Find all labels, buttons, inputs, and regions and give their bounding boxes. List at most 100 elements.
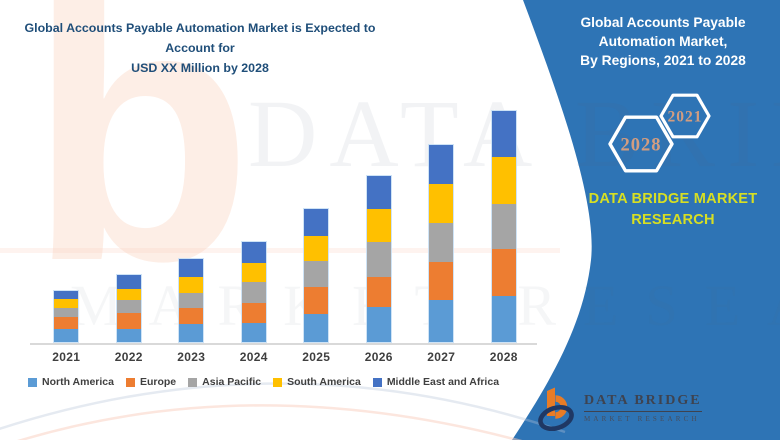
panel-title-line1: Global Accounts Payable [580,15,746,30]
x-axis-label-2025: 2025 [302,350,331,364]
stacked-bar-2023 [178,258,205,343]
segment-2026-middle-east-and-africa [366,176,391,209]
panel-title: Global Accounts Payable Automation Marke… [548,13,778,70]
x-axis-label-2028: 2028 [489,350,518,364]
segment-2025-asia-pacific [304,261,329,287]
main-title-line2: USD XX Million by 2028 [131,61,269,75]
segment-2026-europe [366,277,391,307]
brand-name-line2: RESEARCH [631,212,715,228]
stacked-bar-2028 [490,110,517,343]
legend-item-asia-pacific: Asia Pacific [188,376,261,388]
hexagon-2021-outline [659,93,711,139]
segment-2027-middle-east-and-africa [429,145,454,184]
segment-2021-middle-east-and-africa [54,291,79,299]
segment-2027-north-america [429,300,454,342]
logo-subtitle: MARKET RESEARCH [584,415,700,423]
x-axis-line [30,343,537,345]
legend-item-europe: Europe [125,376,177,388]
legend-label: Middle East and Africa [386,376,500,388]
segment-2025-north-america [304,314,329,342]
segment-2025-middle-east-and-africa [304,209,329,236]
brand-name-line1: DATA BRIDGE MARKET [588,191,758,207]
x-axis-label-2027: 2027 [427,350,456,364]
bar-slot-2025 [285,111,348,343]
main-title-line1: Global Accounts Payable Automation Marke… [24,21,376,55]
legend-label: North America [42,376,114,388]
x-axis-label-2024: 2024 [239,350,268,364]
segment-2022-south-america [116,289,141,300]
hexagon-2021-label: 2021 [668,109,703,126]
hexagon-2028-label: 2028 [621,136,662,156]
segment-2025-europe [304,287,329,314]
x-axis-label-2021: 2021 [52,350,81,364]
stacked-bar-2027 [428,144,455,343]
logo-text: DATA BRIDGE MARKET RESEARCH [584,393,702,423]
segment-2021-europe [54,317,79,329]
segment-2028-south-america [491,157,516,204]
year-hexagons: 2028 2021 [608,93,711,173]
main-title: Global Accounts Payable Automation Marke… [2,18,398,78]
segment-2026-asia-pacific [366,242,391,277]
bar-slot-2027 [410,111,473,343]
bar-slot-2028 [473,110,536,343]
dbmr-logo-icon [538,387,574,432]
legend-item-middle-east-and-africa: Middle East and Africa [372,376,500,388]
legend-item-north-america: North America [28,376,114,388]
segment-2023-north-america [179,324,204,342]
bar-slot-2024 [223,111,286,343]
x-axis-label-2023: 2023 [177,350,206,364]
legend-marker [125,377,135,387]
bar-slot-2022 [98,111,161,343]
segment-2024-asia-pacific [241,282,266,303]
segment-2026-north-america [366,307,391,342]
dbmr-logo: DATA BRIDGE MARKET RESEARCH [538,384,738,434]
segment-2026-south-america [366,209,391,242]
legend-label: Europe [139,376,177,388]
panel-title-line2: Automation Market, [598,34,728,49]
segment-2027-south-america [429,184,454,223]
segment-2024-europe [241,303,266,323]
bar-slot-2023 [160,111,223,343]
segment-2028-north-america [491,296,516,342]
segment-2023-europe [179,308,204,324]
segment-2023-middle-east-and-africa [179,259,204,277]
segment-2025-south-america [304,236,329,261]
legend: North America Europe Asia Pacific South Ame… [28,376,548,388]
stacked-bar-2026 [365,175,392,343]
x-axis-label-2026: 2026 [364,350,393,364]
stacked-bar-2025 [303,208,330,343]
x-axis-labels: 2021 2022 2023 2024 2025 2026 2027 2028 [35,350,535,364]
segment-2023-south-america [179,277,204,293]
stacked-bar-2021 [53,290,80,343]
legend-label: Asia Pacific [202,376,262,388]
segment-2021-south-america [54,299,79,308]
bar-slot-2026 [348,111,411,343]
segment-2028-middle-east-and-africa [491,111,516,157]
segment-2022-north-america [116,329,141,342]
segment-2028-asia-pacific [491,204,516,249]
stacked-bar-2022 [115,274,142,343]
bar-slot-2021 [35,111,98,343]
segment-2024-middle-east-and-africa [241,242,266,263]
segment-2023-asia-pacific [179,293,204,308]
panel-title-line3: By Regions, 2021 to 2028 [580,53,746,68]
legend-marker [188,377,198,387]
logo-wordmark: DATA BRIDGE [584,393,702,412]
segment-2024-south-america [241,263,266,282]
brand-name: DATA BRIDGE MARKET RESEARCH [580,189,766,231]
segment-2021-north-america [54,329,79,342]
legend-marker [372,377,382,387]
segment-2027-asia-pacific [429,223,454,262]
stacked-bar-2024 [240,241,267,343]
stacked-bar-chart [35,110,536,343]
segment-2028-europe [491,249,516,296]
segment-2022-asia-pacific [116,300,141,313]
x-axis-label-2022: 2022 [114,350,143,364]
segment-2027-europe [429,262,454,300]
segment-2024-north-america [241,323,266,342]
legend-marker [28,377,37,387]
legend-item-south-america: South America [273,376,361,388]
legend-marker [273,377,283,387]
